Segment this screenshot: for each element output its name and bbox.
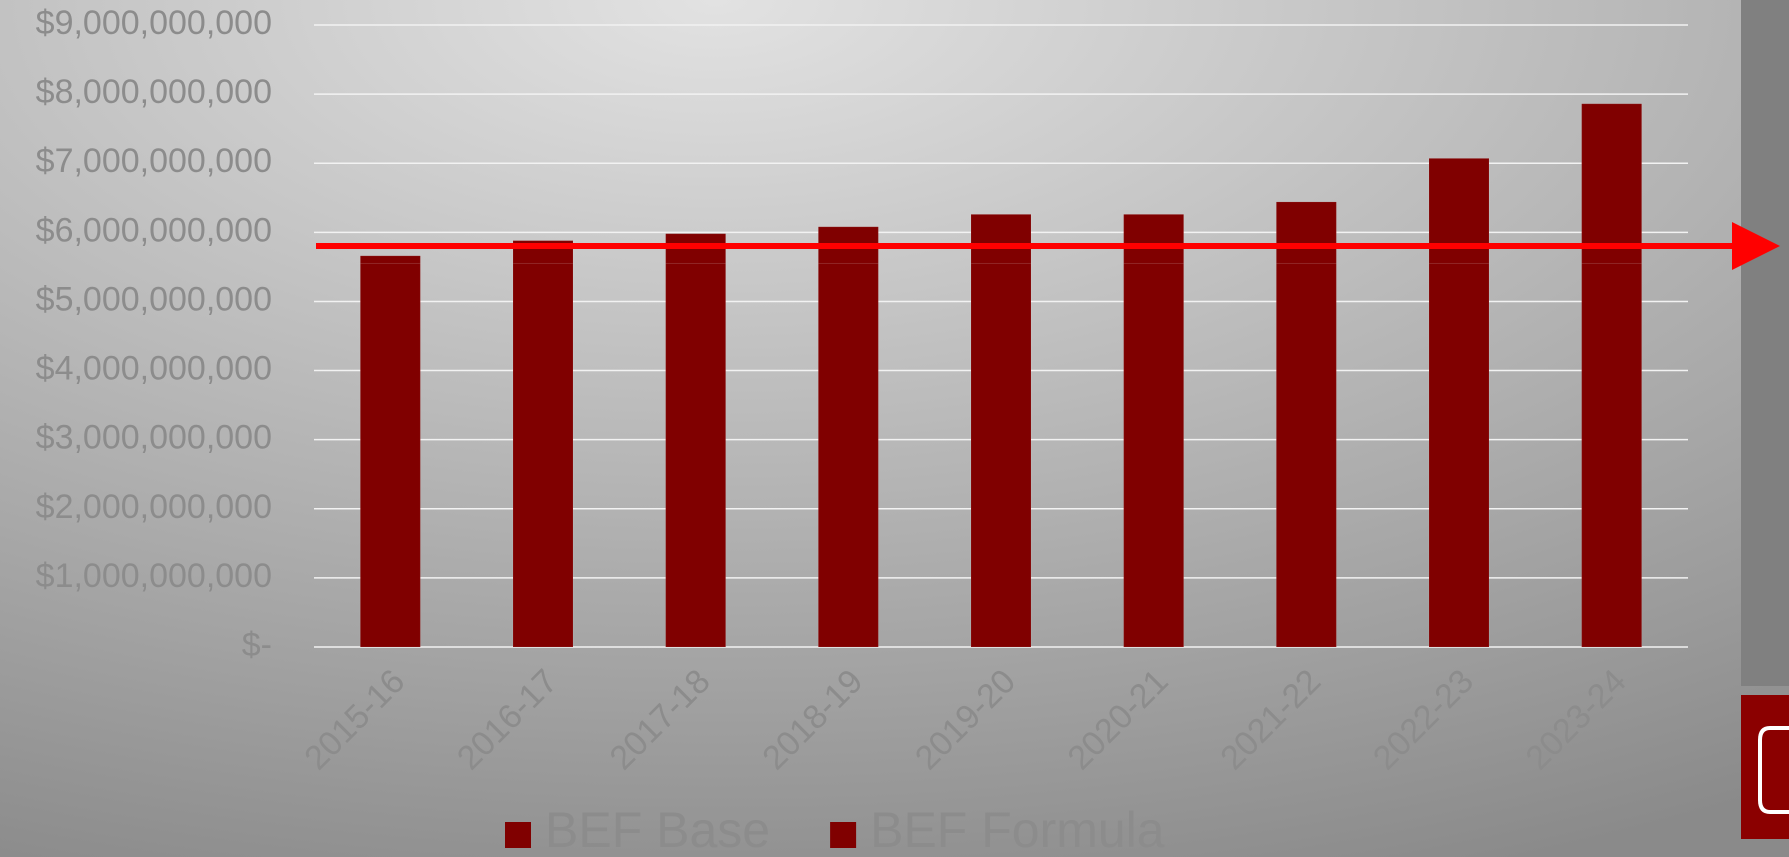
y-tick-label: $8,000,000,000 (36, 73, 272, 111)
y-tick-label: $3,000,000,000 (36, 419, 272, 457)
bar-segment (1581, 262, 1643, 648)
bar-segment (359, 255, 421, 264)
side-panel (1741, 0, 1789, 686)
legend-label: BEF Formula (870, 802, 1165, 857)
bar-segment (1428, 262, 1490, 648)
bar-segment (970, 213, 1032, 264)
bar-segment (1275, 262, 1337, 648)
y-tick-label: $1,000,000,000 (36, 557, 272, 595)
bar-segment (665, 262, 727, 648)
y-tick-label: $4,000,000,000 (36, 350, 272, 388)
y-tick-label: $9,000,000,000 (36, 4, 272, 42)
bar-segment (1123, 262, 1185, 648)
y-tick-label: $5,000,000,000 (36, 280, 272, 318)
side-icon (1758, 726, 1789, 814)
bar-segment (817, 262, 879, 648)
y-tick-label: $2,000,000,000 (36, 488, 272, 526)
bar-segment (1275, 201, 1337, 264)
bar-segment (359, 262, 421, 648)
legend-label: BEF Base (545, 802, 770, 857)
bar-segment (512, 262, 574, 648)
bar-segment (1123, 213, 1185, 264)
bar-segment (970, 262, 1032, 648)
bar-segment (1581, 103, 1643, 264)
legend-swatch (830, 822, 857, 848)
y-tick-label: $7,000,000,000 (36, 142, 272, 180)
legend-swatch (505, 822, 531, 848)
side-button[interactable] (1741, 695, 1789, 839)
y-tick-label: $- (242, 626, 272, 664)
y-tick-label: $6,000,000,000 (36, 211, 272, 249)
